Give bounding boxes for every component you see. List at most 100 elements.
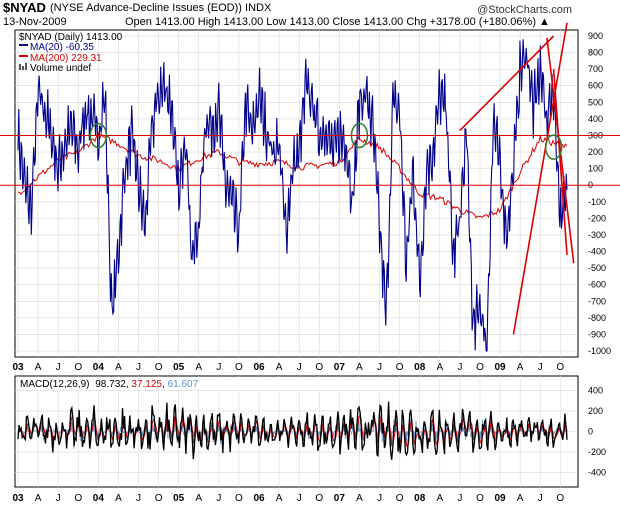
x-tick-label: A [195,493,202,504]
legend-volume-swatch [19,64,21,70]
macd-label-prefix: MACD(12,26,9) [20,379,89,390]
x-tick-label: 06 [253,362,265,373]
macd-y-tick-label: -200 [588,447,606,457]
x-tick-label: O [315,362,323,373]
x-tick-label: O [476,493,484,504]
x-tick-label: A [436,362,443,373]
main-x-axis: 03 A J O 04 A J O 05 A J O 06 A J O 07 A J O 08 A J O 09 A J O [12,362,564,373]
main-y-tick-label: -700 [588,296,606,306]
x-tick-label: O [556,362,564,373]
legend-volume: Volume undef [30,63,91,74]
x-tick-label: J [216,362,221,373]
highlight-circle [89,122,108,149]
x-tick-label: 03 [12,493,24,504]
macd-label-signal: 37.125 [131,379,162,390]
x-tick-label: A [35,362,42,373]
main-y-tick-label: 200 [588,147,603,157]
x-tick-label: 06 [253,493,265,504]
macd-label-bg [18,378,388,390]
ohlc-summary: Open 1413.00 High 1413.00 Low 1413.00 Cl… [125,16,550,28]
x-tick-label: 05 [173,362,185,373]
highlight-circle [544,134,563,160]
main-y-tick-label: -900 [588,329,606,339]
trendlines [459,22,575,335]
main-y-tick-label: 500 [588,97,603,107]
x-tick-label: J [377,493,382,504]
main-y-tick-label: 600 [588,81,603,91]
main-y-tick-label: -400 [588,247,606,257]
ma200-series-line [17,131,568,219]
x-tick-label: O [396,362,404,373]
macd-y-tick-label: -400 [588,468,606,478]
x-tick-label: A [276,362,283,373]
x-tick-label: 03 [12,362,24,373]
ma20-series-line [17,39,568,352]
x-tick-label: 09 [494,493,506,504]
x-tick-label: O [556,493,564,504]
x-tick-label: J [56,493,61,504]
x-tick-label: O [74,493,82,504]
macd-y-axis: 400 200 0 -200 -400 [588,385,606,477]
macd-y-tick-label: 400 [588,385,603,395]
highlight-circle [350,122,369,149]
x-tick-label: O [235,493,243,504]
x-tick-label: A [517,362,524,373]
macd-line [17,401,568,460]
x-tick-label: J [457,362,462,373]
trendline [459,35,555,132]
legend-ma20: MA(20) -60.35 [30,42,94,53]
x-tick-label: A [195,362,202,373]
main-y-tick-label: -100 [588,197,606,207]
x-tick-label: A [35,493,42,504]
x-tick-label: J [457,493,462,504]
x-tick-label: A [276,493,283,504]
legend-volume-swatch-2 [22,66,24,70]
x-tick-label: J [136,493,141,504]
x-tick-label: O [476,362,484,373]
x-tick-label: A [356,362,363,373]
main-y-tick-label: 900 [588,31,603,41]
main-plot-frame [14,29,579,358]
x-tick-label: J [377,362,382,373]
x-tick-label: 04 [93,362,105,373]
macd-y-tick-label: 200 [588,406,603,416]
highlight-circles [89,122,563,160]
x-tick-label: O [74,362,82,373]
x-tick-label: 08 [414,362,426,373]
x-tick-label: J [538,493,543,504]
macd-x-axis: 03 A J O 04 A J O 05 A J O 06 A J O 07 A J O 08 A J O 09 A J O [12,493,564,504]
chart-symbol: $NYAD [3,0,46,15]
x-tick-label: J [297,362,302,373]
main-y-axis: 9008007006005004003002001000-100-200-300… [588,31,611,356]
x-tick-label: 07 [334,362,346,373]
main-y-tick-label: -300 [588,230,606,240]
legend-ma200: MA(200) 229.31 [30,53,102,64]
x-tick-label: 05 [173,493,185,504]
x-tick-label: J [216,493,221,504]
x-tick-label: J [56,362,61,373]
copyright-notice: @StockCharts.com [477,4,572,16]
legend-ma20-swatch [19,44,28,46]
main-y-tick-label: 400 [588,114,603,124]
main-y-tick-label: 100 [588,164,603,174]
x-tick-label: 04 [93,493,105,504]
legend-ma200-swatch [19,55,28,57]
x-tick-label: O [155,493,163,504]
main-y-tick-label: -1000 [588,346,611,356]
macd-label: MACD(12,26,9) 98.732, 37.125, 61.607 [20,379,199,390]
legend-volume-swatch-3 [25,63,27,70]
chart-date: 13-Nov-2009 [3,16,67,28]
x-tick-label: 08 [414,493,426,504]
horizontal-levels [0,134,620,186]
macd-y-tick-label: 0 [588,427,593,437]
x-tick-label: 07 [334,493,346,504]
x-tick-label: O [235,362,243,373]
x-tick-label: J [136,362,141,373]
main-y-tick-label: -800 [588,313,606,323]
trendline [552,69,568,255]
chart-description: (NYSE Advance-Decline Issues (EOD)) INDX [50,2,272,14]
x-tick-label: O [155,362,163,373]
x-tick-label: O [315,493,323,504]
x-tick-label: J [297,493,302,504]
